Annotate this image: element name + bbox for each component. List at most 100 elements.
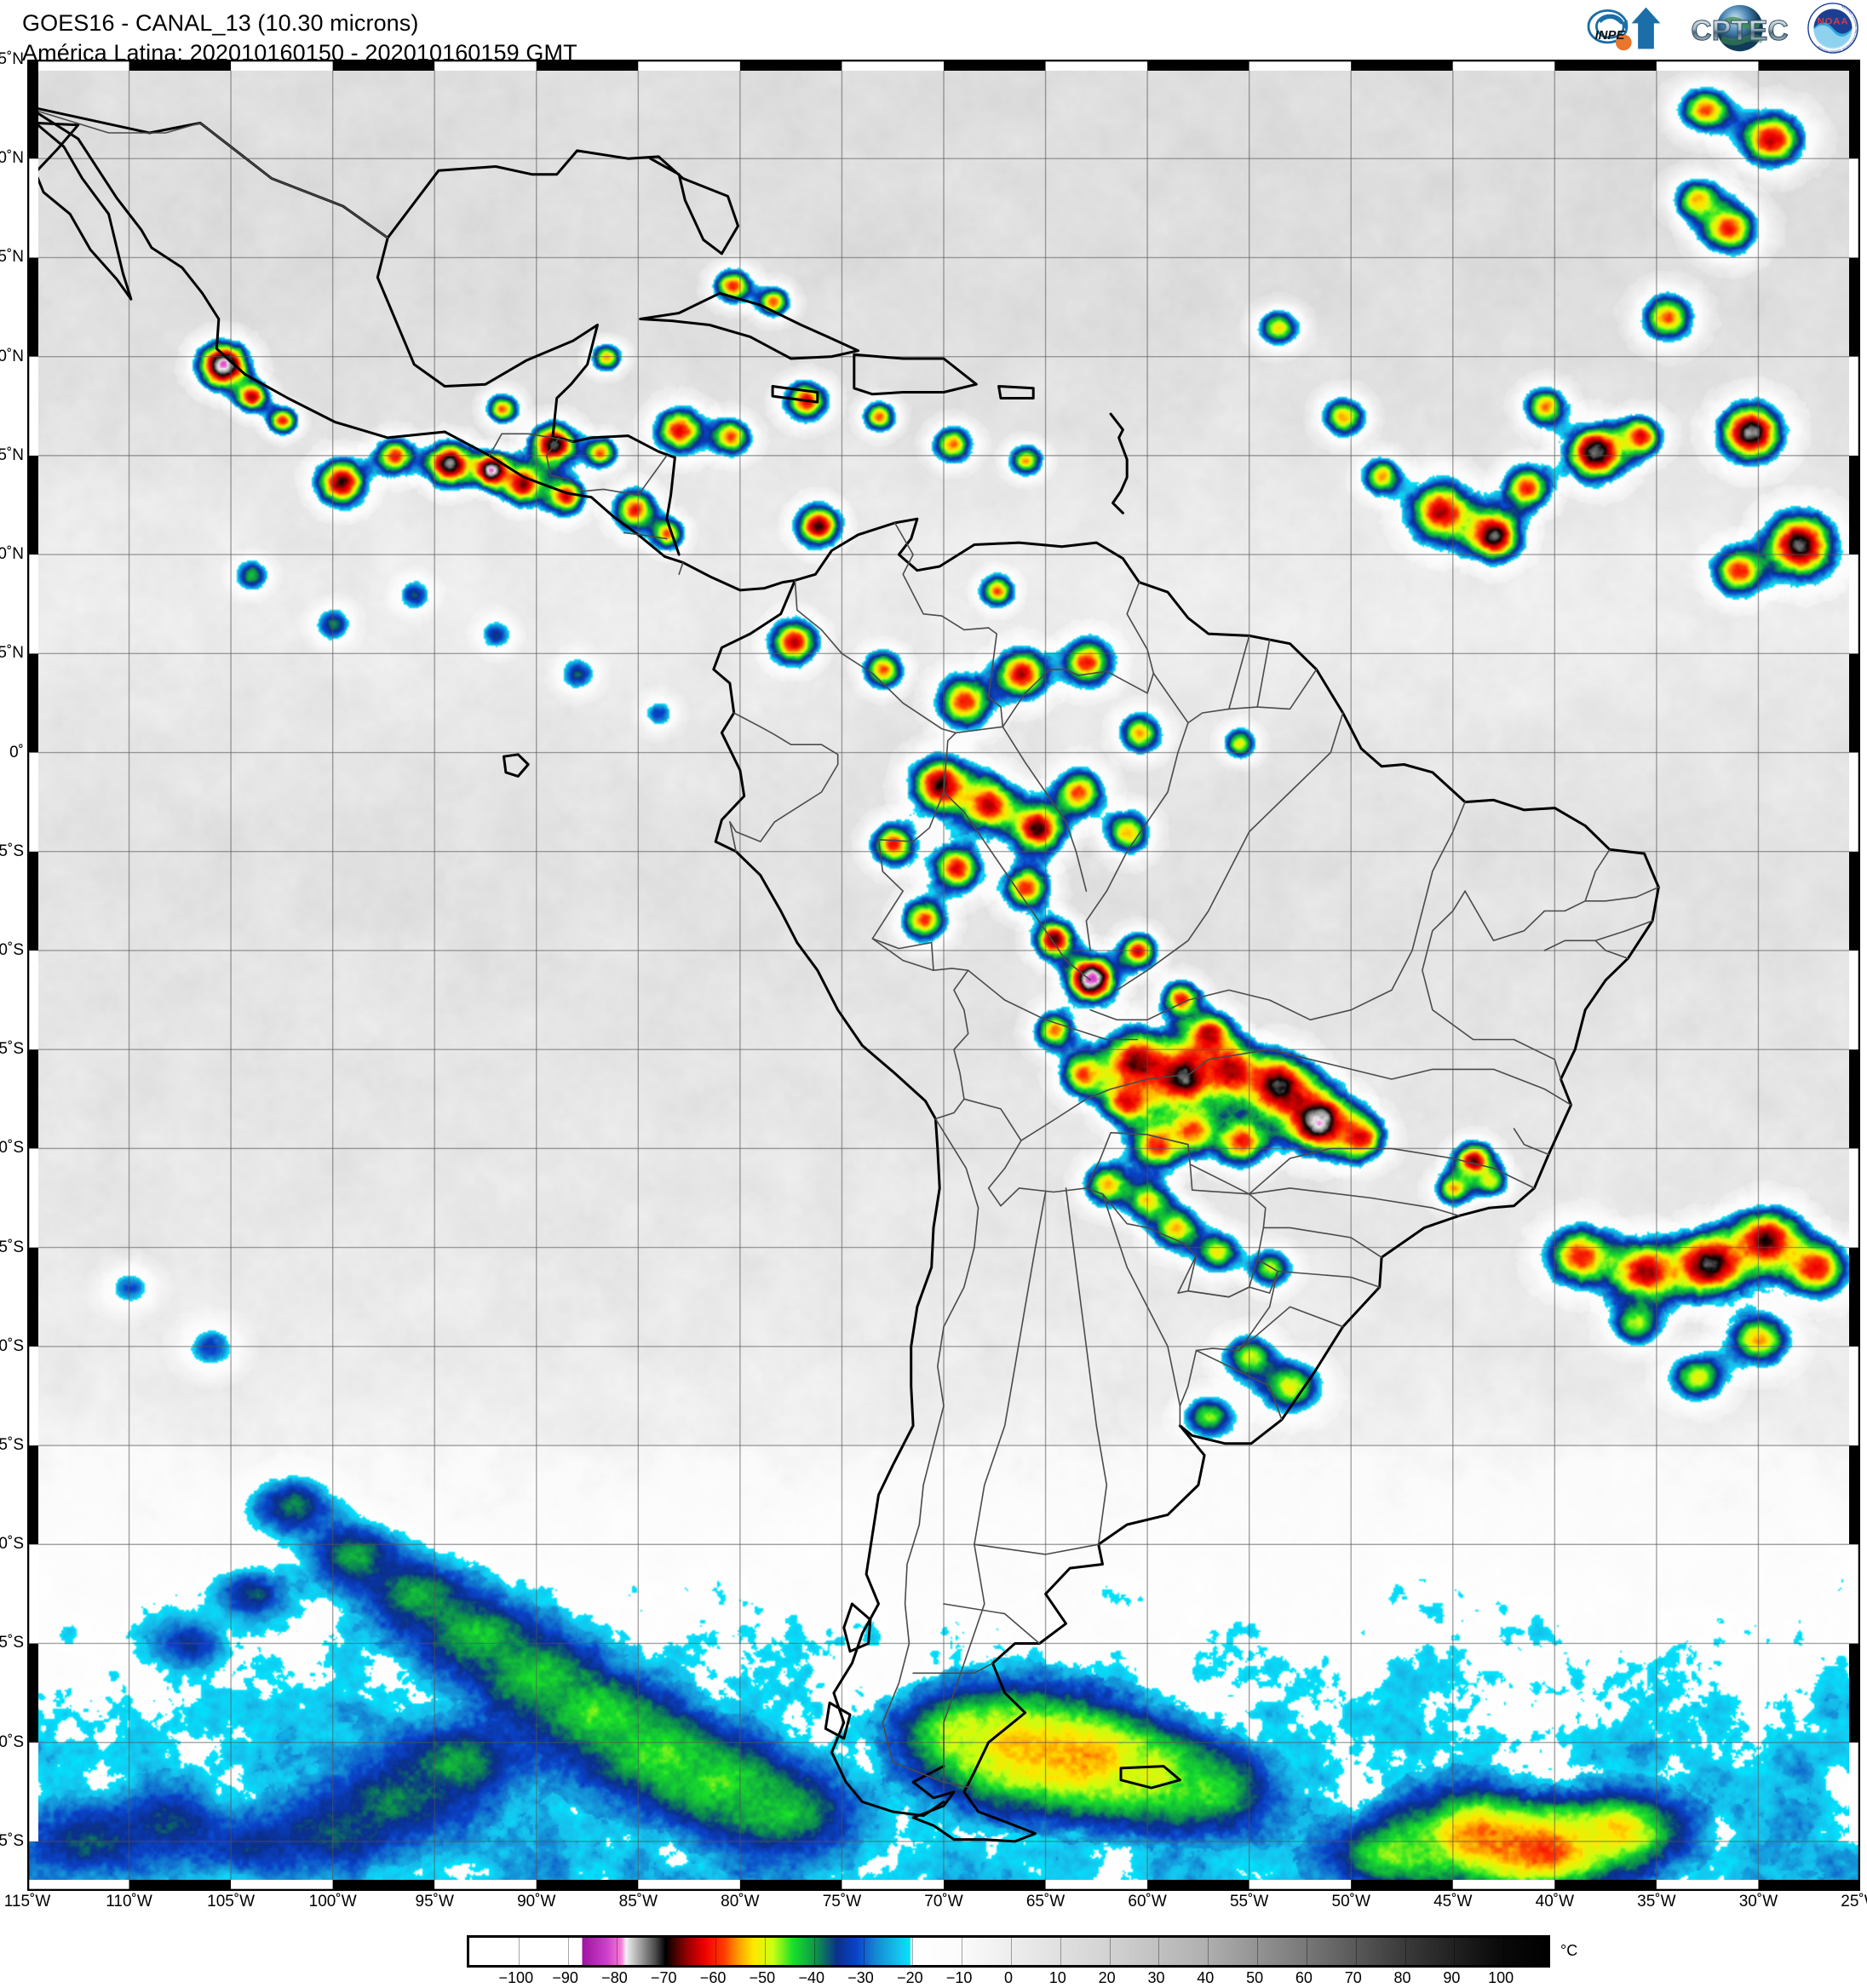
map-overlays bbox=[27, 60, 1860, 1891]
lat-tick-label: 40˚S bbox=[0, 1535, 24, 1554]
colorbar-separator bbox=[1454, 1938, 1456, 1965]
longitude-axis: 115˚W 110˚W 105˚W 100˚W 95˚W 90˚W 85˚W 80˚W 75˚W… bbox=[4, 1893, 1867, 1922]
colorbar bbox=[467, 1935, 1550, 1968]
colorbar-separator bbox=[1405, 1938, 1406, 1965]
colorbar-separator bbox=[1109, 1938, 1111, 1965]
lon-tick-label: 110˚W bbox=[106, 1893, 152, 1910]
lon-tick-label: 40˚W bbox=[1535, 1893, 1575, 1910]
latitude-axis: 35˚N 30˚N 25˚N 20˚N 15˚N 10˚N 5˚N 0˚ 5˚S 10˚S 15˚S… bbox=[0, 50, 26, 1891]
lat-tick-label: 15˚N bbox=[0, 445, 24, 464]
colorbar-tick-label: −70 bbox=[650, 1969, 677, 1986]
colorbar-separator bbox=[715, 1938, 717, 1965]
colorbar-unit-label: °C bbox=[1560, 1942, 1578, 1959]
colorbar-separator bbox=[1011, 1938, 1012, 1965]
colorbar-tick-label: 0 bbox=[1003, 1969, 1014, 1986]
lat-tick-label: 25˚N bbox=[0, 248, 24, 267]
colorbar-separator bbox=[863, 1938, 865, 1965]
lon-tick-label: 85˚W bbox=[618, 1893, 658, 1910]
lat-tick-label: 50˚S bbox=[0, 1732, 24, 1751]
colorbar-tick-label: 60 bbox=[1295, 1969, 1313, 1986]
colorbar-separator bbox=[813, 1938, 815, 1965]
colorbar-tick-label: 50 bbox=[1246, 1969, 1264, 1986]
colorbar-separator bbox=[518, 1938, 520, 1965]
colorbar-tick-label: 40 bbox=[1197, 1969, 1215, 1986]
colorbar-separator bbox=[764, 1938, 766, 1965]
cptec-logo: CPTEC bbox=[1691, 4, 1789, 52]
colorbar-separator bbox=[1060, 1938, 1061, 1965]
colorbar-separator bbox=[1503, 1938, 1505, 1965]
graticule bbox=[27, 60, 1860, 1891]
lat-tick-label: 55˚S bbox=[0, 1831, 24, 1850]
agency-logos: INPE CPTEC bbox=[1576, 2, 1858, 55]
colorbar-separator bbox=[1158, 1938, 1160, 1965]
colorbar-ticks: −100 −90 −80 −70 −60 −50 −40 −30 −20 −10 0 10 20 30 40… bbox=[467, 1969, 1550, 1988]
inpe-logo: INPE bbox=[1587, 7, 1661, 51]
map-frame bbox=[27, 60, 1860, 1891]
lon-tick-label: 100˚W bbox=[308, 1893, 357, 1910]
lat-tick-label: 20˚S bbox=[0, 1139, 24, 1158]
lon-tick-label: 70˚W bbox=[924, 1893, 963, 1910]
lon-tick-label: 60˚W bbox=[1128, 1893, 1167, 1910]
colorbar-separator bbox=[567, 1938, 569, 1965]
lat-tick-label: 30˚S bbox=[0, 1336, 24, 1355]
lon-tick-label: 65˚W bbox=[1025, 1893, 1066, 1910]
colorbar-tick-label: −60 bbox=[699, 1969, 727, 1986]
colorbar-tick-label: −50 bbox=[749, 1969, 776, 1986]
colorbar-tick-label: 20 bbox=[1098, 1969, 1116, 1986]
noaa-logo: NOAA NATIONAL OCEANIC AND ATMOSPHERIC AD… bbox=[1807, 3, 1858, 54]
coastlines bbox=[30, 106, 1660, 1843]
lon-tick-label: 105˚W bbox=[207, 1893, 256, 1910]
lon-tick-label: 25˚W bbox=[1841, 1893, 1867, 1910]
lat-tick-label: 15˚S bbox=[0, 1040, 24, 1059]
svg-text:INPE: INPE bbox=[1595, 28, 1626, 43]
lat-tick-label: 45˚S bbox=[0, 1634, 24, 1652]
satellite-map bbox=[27, 60, 1860, 1891]
colorbar-tick-label: −100 bbox=[498, 1969, 534, 1986]
lon-tick-label: 30˚W bbox=[1738, 1893, 1778, 1910]
colorbar-separator bbox=[1208, 1938, 1209, 1965]
colorbar-tick-label: 10 bbox=[1048, 1969, 1066, 1986]
lon-tick-label: 35˚W bbox=[1637, 1893, 1676, 1910]
colorbar-tick-label: −30 bbox=[847, 1969, 874, 1986]
colorbar-gradient bbox=[467, 1935, 1550, 1968]
svg-text:CPTEC: CPTEC bbox=[1691, 14, 1788, 47]
colorbar-tick-label: −90 bbox=[552, 1969, 578, 1986]
political-borders bbox=[31, 108, 1660, 1789]
colorbar-tick-label: 70 bbox=[1344, 1969, 1362, 1986]
colorbar-separator bbox=[1355, 1938, 1357, 1965]
lat-tick-label: 10˚N bbox=[0, 545, 24, 564]
lat-tick-label: 35˚N bbox=[0, 50, 24, 68]
colorbar-separator bbox=[912, 1938, 914, 1965]
frame-ticks-vertical bbox=[27, 60, 1860, 1841]
colorbar-tick-label: 80 bbox=[1393, 1969, 1411, 1986]
colorbar-tick-label: −10 bbox=[945, 1969, 973, 1986]
lat-tick-label: 5˚S bbox=[0, 842, 24, 860]
colorbar-tick-label: 30 bbox=[1147, 1969, 1165, 1986]
colorbar-tick-label: −20 bbox=[897, 1969, 923, 1986]
lon-tick-label: 55˚W bbox=[1229, 1893, 1269, 1910]
lat-tick-label: 5˚N bbox=[0, 644, 24, 663]
title-line-satellite: GOES16 - CANAL_13 (10.30 microns) bbox=[22, 10, 419, 36]
map-figure bbox=[27, 60, 1860, 1891]
frame-ticks-horizontal bbox=[27, 60, 1860, 1891]
lat-tick-label: 30˚N bbox=[0, 149, 24, 168]
lat-tick-label: 10˚S bbox=[0, 940, 24, 959]
lon-tick-label: 45˚W bbox=[1433, 1893, 1473, 1910]
lon-tick-label: 75˚W bbox=[822, 1893, 862, 1910]
colorbar-separator bbox=[617, 1938, 618, 1965]
colorbar-separator bbox=[1257, 1938, 1259, 1965]
lat-tick-label: 35˚S bbox=[0, 1436, 24, 1455]
lon-tick-label: 80˚W bbox=[721, 1893, 760, 1910]
svg-text:NOAA: NOAA bbox=[1818, 16, 1849, 26]
lat-tick-label: 20˚N bbox=[0, 347, 24, 365]
colorbar-separator bbox=[666, 1938, 668, 1965]
lon-tick-label: 90˚W bbox=[517, 1893, 556, 1910]
lon-tick-label: 115˚W bbox=[3, 1893, 51, 1910]
lon-tick-label: 50˚W bbox=[1331, 1893, 1370, 1910]
colorbar-tick-label: 100 bbox=[1488, 1969, 1514, 1986]
lat-tick-label: 0˚ bbox=[9, 743, 24, 761]
lat-tick-label: 25˚S bbox=[0, 1238, 24, 1256]
lon-tick-label: 95˚W bbox=[415, 1893, 454, 1910]
colorbar-tick-label: −40 bbox=[798, 1969, 824, 1986]
